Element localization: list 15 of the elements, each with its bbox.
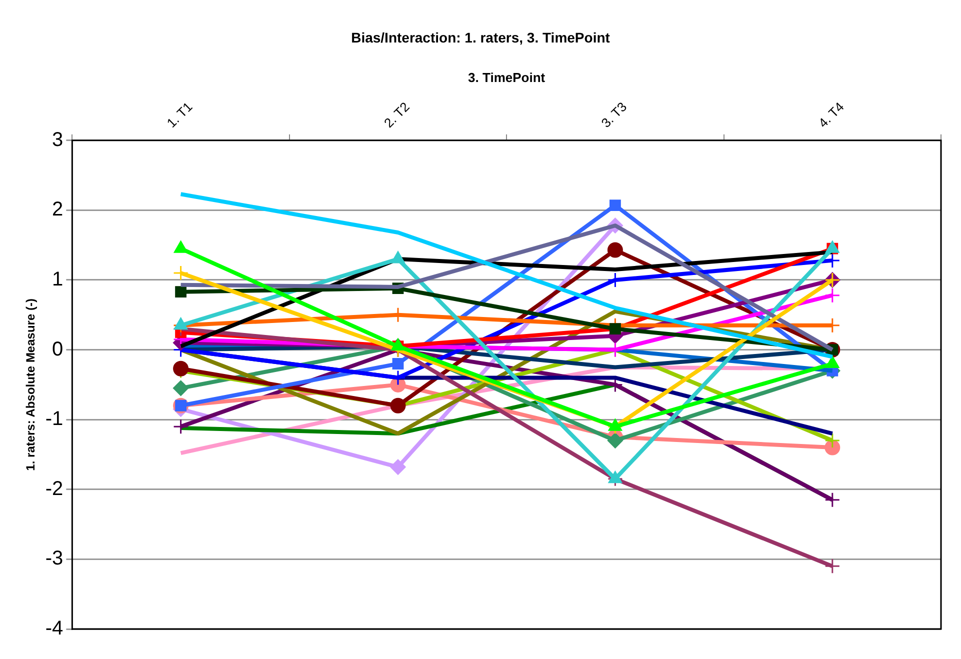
x-tick-label: 4. T4 bbox=[815, 99, 847, 131]
x-tick-label: 1. T1 bbox=[164, 99, 196, 131]
x-tick-label: 3. T3 bbox=[598, 99, 630, 131]
chart-title: Bias/Interaction: 1. raters, 3. TimePoint bbox=[351, 29, 610, 46]
y-tick-label: -4 bbox=[45, 618, 64, 640]
y-tick-label: -2 bbox=[45, 478, 64, 500]
y-axis-title: 1. raters: Absolute Measure (-) bbox=[24, 298, 38, 471]
y-tick-label: -1 bbox=[45, 408, 64, 430]
y-tick-label: 1 bbox=[52, 268, 64, 290]
x-tick-label: 2. T2 bbox=[381, 99, 412, 131]
x-axis-title: 3. TimePoint bbox=[468, 70, 546, 86]
y-tick-label: 3 bbox=[52, 128, 64, 151]
y-tick-label: 0 bbox=[52, 338, 64, 360]
y-tick-label: -3 bbox=[45, 548, 64, 570]
y-tick-label: 2 bbox=[52, 198, 64, 221]
